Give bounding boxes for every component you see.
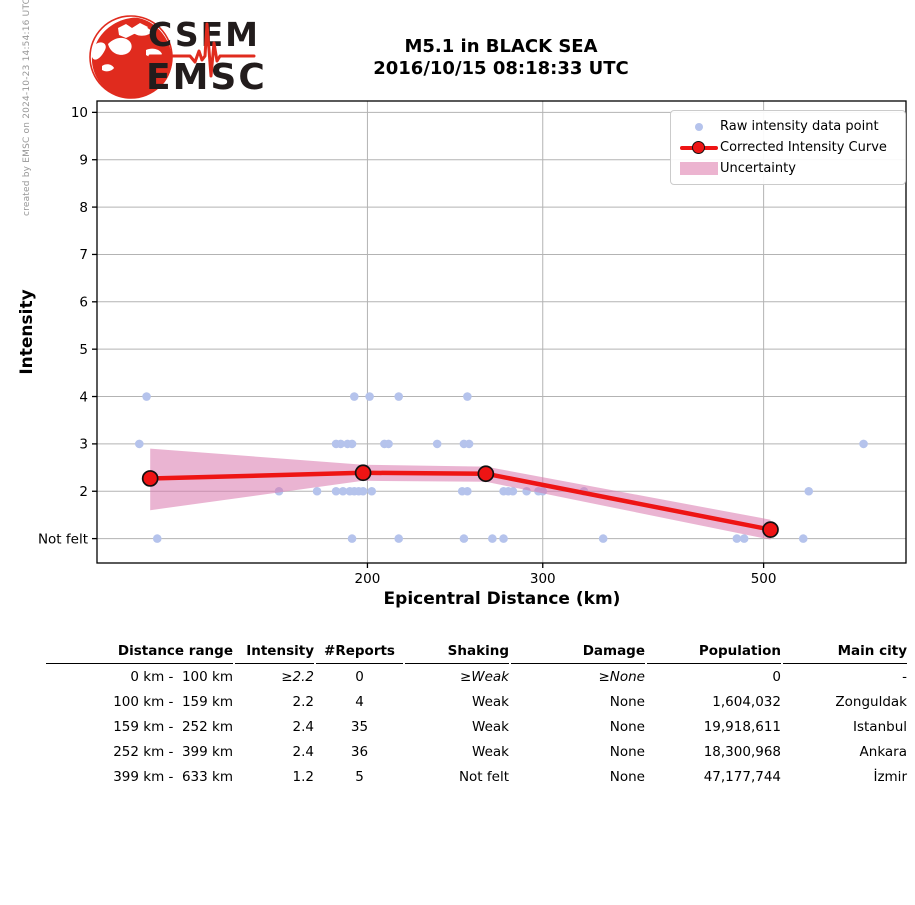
cell-population: 0	[772, 668, 781, 685]
cell-population: 19,918,611	[703, 718, 781, 735]
col-damage: Damage	[511, 639, 645, 664]
svg-text:300: 300	[530, 571, 556, 587]
cell-intensity: ≥2.2	[281, 668, 314, 685]
cell-distance: 399 km - 633 km	[113, 768, 233, 785]
intensity-table: Distance range Intensity #Reports Shakin…	[44, 639, 909, 789]
cell-intensity: 2.4	[292, 743, 314, 760]
legend-item-uncertainty: Uncertainty	[678, 158, 898, 179]
cell-reports: 35	[350, 718, 369, 735]
legend-item-raw: Raw intensity data point	[678, 116, 898, 137]
event-title: M5.1 in BLACK SEA	[404, 36, 598, 57]
cell-damage: ≥None	[598, 668, 645, 685]
cell-reports: 4	[355, 693, 364, 710]
table-row: 159 km - 252 km 2.4 35 Weak None 19,918,…	[46, 714, 907, 739]
cell-distance: 100 km - 159 km	[113, 693, 233, 710]
col-shaking: Shaking	[405, 639, 509, 664]
cell-population: 1,604,032	[712, 693, 781, 710]
cell-intensity: 2.2	[292, 693, 314, 710]
table-row: 399 km - 633 km 1.2 5 Not felt None 47,1…	[46, 764, 907, 789]
cell-damage: None	[609, 743, 645, 760]
svg-text:200: 200	[355, 571, 381, 587]
event-datetime: 2016/10/15 08:18:33 UTC	[373, 58, 629, 79]
curve-line-icon	[678, 140, 720, 155]
cell-main-city: Zonguldak	[835, 693, 907, 710]
cell-reports: 5	[355, 768, 364, 785]
raw-point-icon	[678, 122, 720, 131]
cell-intensity: 2.4	[292, 718, 314, 735]
legend-label-curve: Corrected Intensity Curve	[720, 140, 887, 155]
page-title: M5.1 in BLACK SEA 2016/10/15 08:18:33 UT…	[291, 36, 711, 80]
svg-text:10: 10	[71, 105, 88, 121]
cell-shaking: Weak	[472, 718, 509, 735]
cell-main-city: Ankara	[859, 743, 907, 760]
table-header-row: Distance range Intensity #Reports Shakin…	[46, 639, 907, 664]
cell-shaking: Weak	[472, 693, 509, 710]
cell-damage: None	[609, 768, 645, 785]
col-intensity: Intensity	[235, 639, 314, 664]
cell-shaking: ≥Weak	[459, 668, 509, 685]
svg-text:8: 8	[79, 200, 88, 216]
table-row: 0 km - 100 km ≥2.2 0 ≥Weak ≥None 0 -	[46, 664, 907, 689]
uncertainty-swatch-icon	[678, 161, 720, 176]
legend-item-curve: Corrected Intensity Curve	[678, 137, 898, 158]
svg-text:7: 7	[79, 247, 88, 263]
cell-distance: 252 km - 399 km	[113, 743, 233, 760]
cell-shaking: Weak	[472, 743, 509, 760]
svg-text:2: 2	[79, 484, 88, 500]
chart-legend: Raw intensity data point Corrected Inten…	[670, 110, 906, 185]
svg-text:500: 500	[751, 571, 777, 587]
cell-damage: None	[609, 718, 645, 735]
cell-population: 18,300,968	[703, 743, 781, 760]
svg-text:6: 6	[79, 295, 88, 311]
x-axis-label: Epicentral Distance (km)	[383, 589, 621, 609]
cell-main-city: İzmir	[873, 768, 907, 785]
col-main-city: Main city	[783, 639, 907, 664]
cell-main-city: Istanbul	[852, 718, 907, 735]
legend-label-raw: Raw intensity data point	[720, 119, 879, 134]
svg-text:Not felt: Not felt	[38, 531, 88, 547]
cell-main-city: -	[902, 668, 907, 685]
intensity-chart: 200 300 500 Not felt 2 3 4 5 6 7 8 9 10	[38, 100, 907, 587]
col-population: Population	[647, 639, 781, 664]
col-reports: #Reports	[316, 639, 403, 664]
cell-shaking: Not felt	[458, 768, 509, 785]
table-row: 100 km - 159 km 2.2 4 Weak None 1,604,03…	[46, 689, 907, 714]
col-distance-range: Distance range	[46, 639, 233, 664]
legend-label-uncertainty: Uncertainty	[720, 161, 796, 176]
cell-damage: None	[609, 693, 645, 710]
y-axis-label: Intensity	[17, 289, 37, 375]
cell-distance: 0 km - 100 km	[130, 668, 233, 685]
cell-reports: 0	[355, 668, 364, 685]
svg-text:5: 5	[79, 342, 88, 358]
svg-text:4: 4	[79, 389, 88, 405]
svg-text:9: 9	[79, 153, 88, 169]
cell-reports: 36	[350, 743, 369, 760]
cell-distance: 159 km - 252 km	[113, 718, 233, 735]
table-row: 252 km - 399 km 2.4 36 Weak None 18,300,…	[46, 739, 907, 764]
cell-intensity: 1.2	[292, 768, 314, 785]
svg-text:3: 3	[79, 437, 88, 453]
cell-population: 47,177,744	[703, 768, 781, 785]
